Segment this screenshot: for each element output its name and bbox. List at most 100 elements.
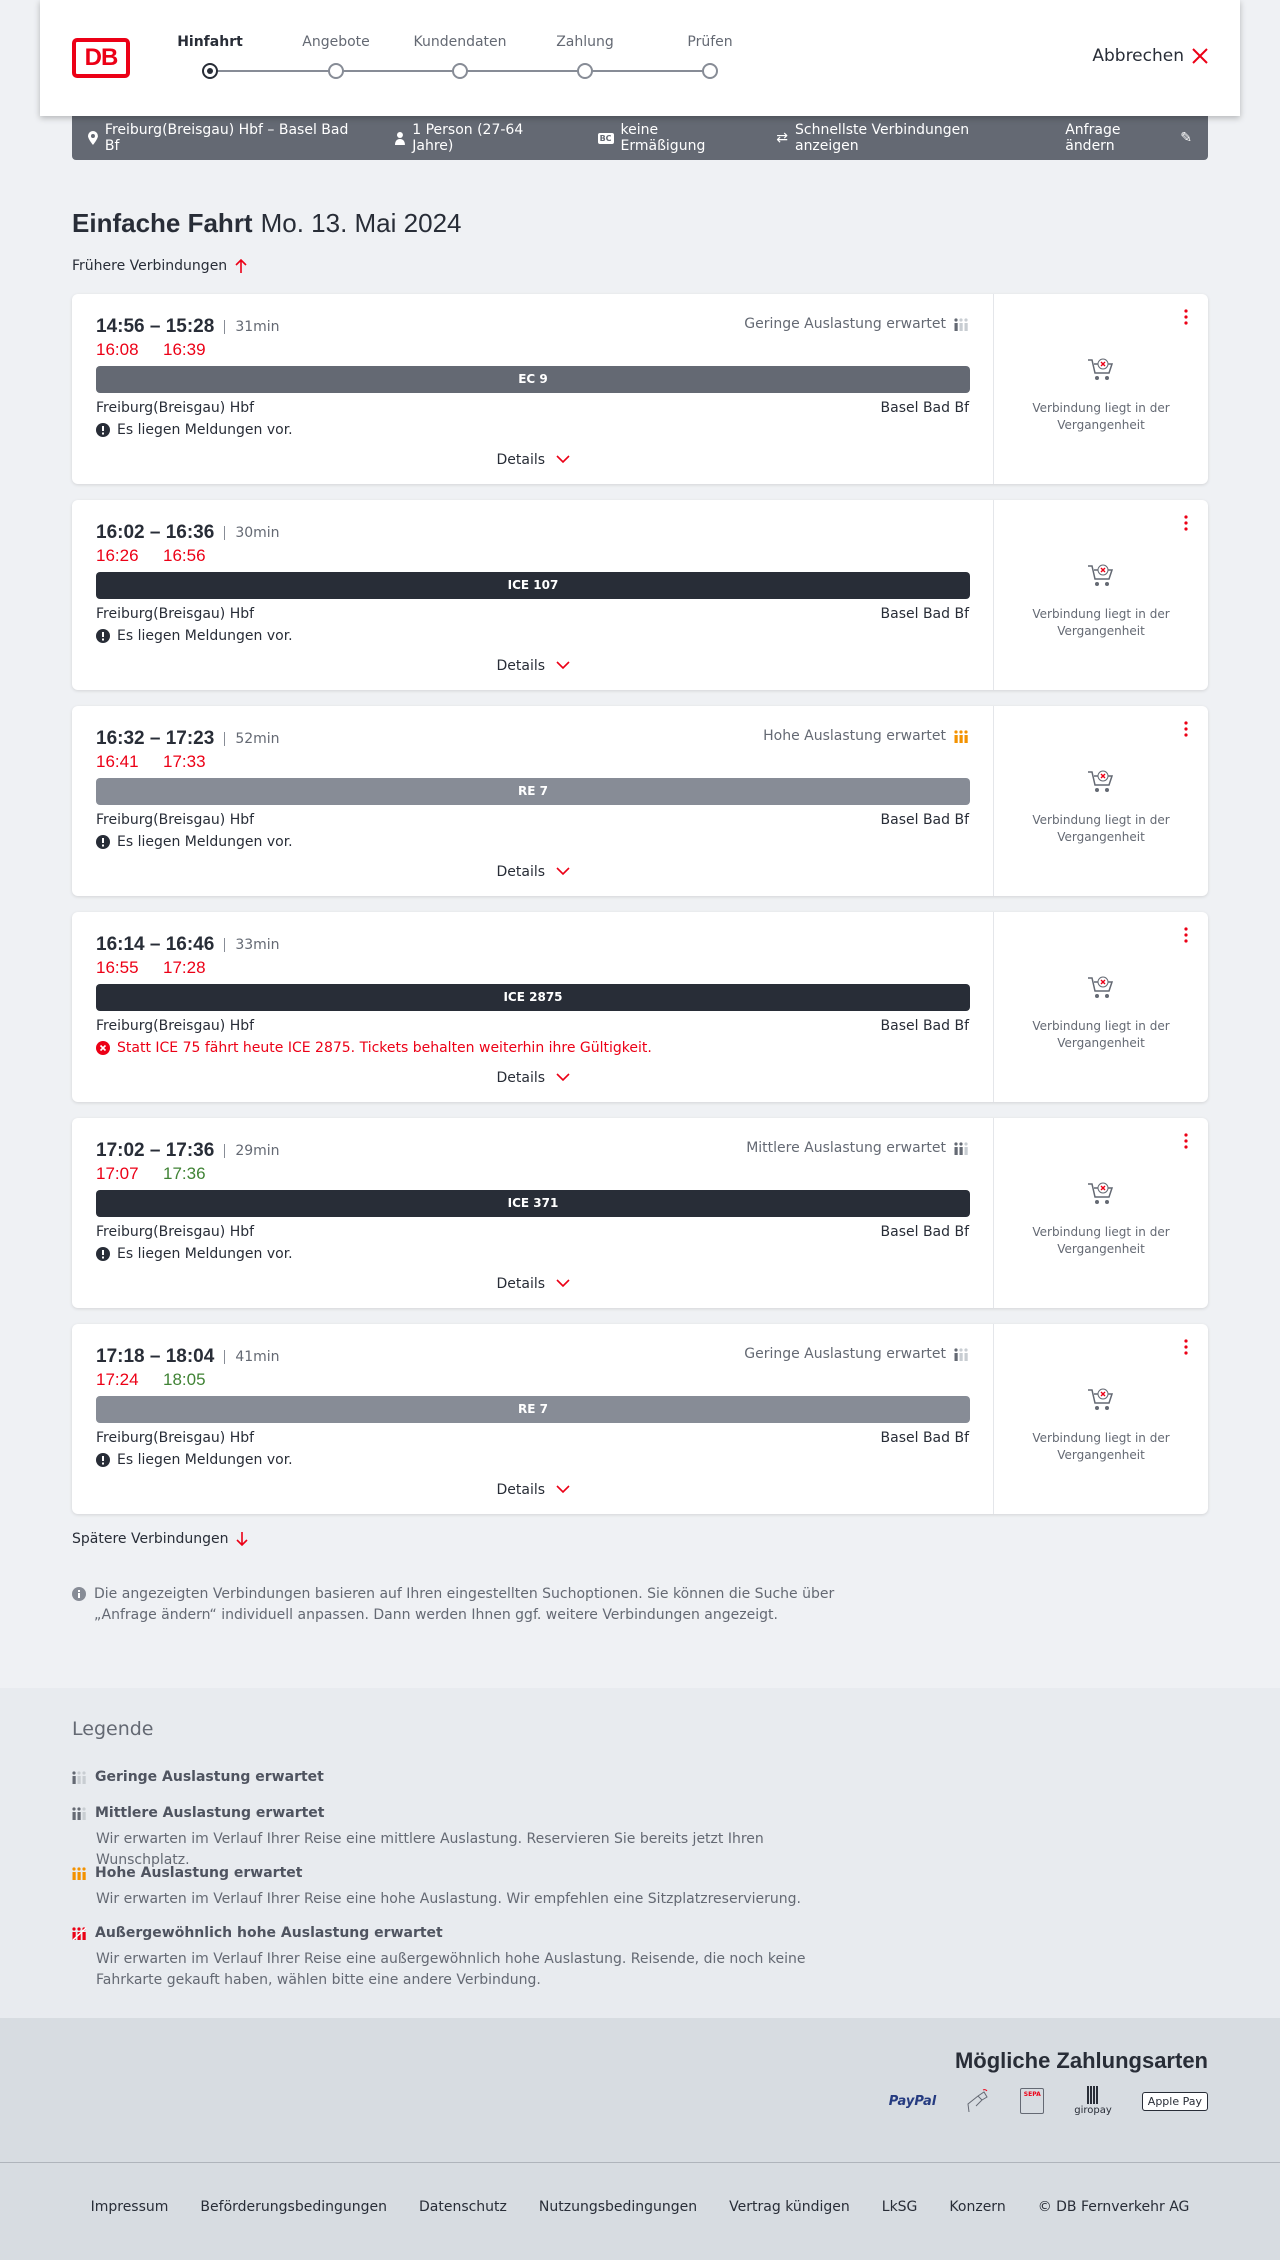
occupancy-very-high-icon xyxy=(72,1926,87,1940)
footer-link: © DB Fernverkehr AG xyxy=(1037,2199,1190,2215)
footer-link[interactable]: Nutzungsbedingungen xyxy=(538,2199,698,2215)
train-bar[interactable]: RE 7 xyxy=(96,1396,970,1423)
info-icon xyxy=(72,1587,86,1601)
train-bar[interactable]: ICE 107 xyxy=(96,572,970,599)
details-toggle[interactable]: Details xyxy=(72,1482,994,1498)
train-bar[interactable]: EC 9 xyxy=(96,366,970,393)
payment-methods: PayPal SEPA giropay Apple Pay xyxy=(889,2086,1208,2116)
footer-link[interactable]: Konzern xyxy=(949,2199,1006,2215)
realtime-arrival: 17:33 xyxy=(163,752,206,771)
duration: 31min xyxy=(224,320,280,334)
train-bar[interactable]: ICE 371 xyxy=(96,1190,970,1217)
details-toggle[interactable]: Details xyxy=(72,452,994,468)
occupancy-low-icon xyxy=(72,1770,86,1784)
step-indicator-2 xyxy=(452,63,468,79)
scheduled-times: 14:56 – 15:28 31min xyxy=(96,316,280,338)
legend-item-description: Wir erwarten im Verlauf Ihrer Reise eine… xyxy=(96,1951,806,1988)
route-text: Freiburg(Breisgau) Hbf – Basel Bad Bf xyxy=(104,122,349,154)
departure-station: Freiburg(Breisgau) Hbf xyxy=(96,400,255,416)
legend-title: Legende xyxy=(72,1718,154,1740)
time-range: 17:02 – 17:36 xyxy=(96,1140,215,1161)
occupancy-high-icon xyxy=(954,729,968,743)
warning-icon xyxy=(96,1247,110,1261)
more-options-icon[interactable] xyxy=(1180,720,1192,740)
connection-main: 16:14 – 16:46 33min 16:55 17:28 ICE 2875 … xyxy=(72,912,994,1102)
chevron-down-icon xyxy=(555,1279,570,1288)
scheduled-times: 16:32 – 17:23 52min xyxy=(96,728,280,750)
location-pin-icon xyxy=(88,131,98,145)
realtime-departure: 17:24 xyxy=(96,1370,139,1389)
warning-icon xyxy=(96,1453,110,1467)
swap-arrows-icon: ⇄ xyxy=(776,130,788,146)
edit-request-button[interactable]: Anfrage ändern ✎ xyxy=(1065,122,1192,154)
departure-station: Freiburg(Breisgau) Hbf xyxy=(96,812,255,828)
credit-card-contactless-icon xyxy=(967,2089,988,2113)
booking-panel: Verbindung liegt in der Vergangenheit xyxy=(994,294,1208,484)
more-options-icon[interactable] xyxy=(1180,1338,1192,1358)
more-options-icon[interactable] xyxy=(1180,1132,1192,1152)
sepa-icon: SEPA xyxy=(1020,2088,1045,2114)
realtime-departure: 17:07 xyxy=(96,1164,139,1183)
earlier-connections-link[interactable]: Frühere Verbindungen xyxy=(72,258,247,274)
realtime-departure: 16:26 xyxy=(96,546,139,565)
details-label: Details xyxy=(496,1482,546,1498)
step-indicator-0[interactable] xyxy=(202,63,218,79)
details-toggle[interactable]: Details xyxy=(72,1276,994,1292)
message-text: Statt ICE 75 fährt heute ICE 2875. Ticke… xyxy=(117,1040,652,1056)
legend-section: Legende Geringe Auslastung erwartet Mittl… xyxy=(0,1688,1280,2018)
message-text: Es liegen Meldungen vor. xyxy=(117,1452,293,1468)
legend-item-description: Wir erwarten im Verlauf Ihrer Reise eine… xyxy=(96,1891,801,1907)
legend-item-description: Wir erwarten im Verlauf Ihrer Reise eine… xyxy=(96,1831,764,1868)
bahncard-icon: BC xyxy=(597,132,614,144)
connection-status: Verbindung liegt in der Vergangenheit xyxy=(1032,1431,1170,1462)
details-toggle[interactable]: Details xyxy=(72,1070,994,1086)
connection-card: 16:32 – 17:23 52min 16:41 17:33 Hohe Ausl… xyxy=(72,706,1208,896)
apple-pay-icon: Apple Pay xyxy=(1141,2091,1208,2111)
arrival-station: Basel Bad Bf xyxy=(880,812,969,828)
legend-item-title: Außergewöhnlich hohe Auslastung erwartet xyxy=(95,1925,443,1941)
cart-unavailable-icon xyxy=(1088,1388,1114,1410)
message-text: Es liegen Meldungen vor. xyxy=(117,628,293,644)
occupancy-text: Mittlere Auslastung erwartet xyxy=(746,1140,946,1156)
occupancy-info: Geringe Auslastung erwartet xyxy=(744,316,969,332)
occupancy-low-icon xyxy=(954,317,968,331)
footer-link[interactable]: Impressum xyxy=(90,2199,169,2215)
footer-link[interactable]: LkSG xyxy=(881,2199,918,2215)
time-range: 16:02 – 16:36 xyxy=(96,522,215,543)
footer-link[interactable]: Vertrag kündigen xyxy=(729,2199,850,2215)
footer-links: Impressum Beförderungsbedingungen Datensch… xyxy=(0,2163,1280,2260)
cancel-button[interactable]: Abbrechen xyxy=(1092,46,1208,66)
booking-panel: Verbindung liegt in der Vergangenheit xyxy=(994,706,1208,896)
connection-main: 14:56 – 15:28 31min 16:08 16:39 Geringe A… xyxy=(72,294,994,484)
more-options-icon[interactable] xyxy=(1180,926,1192,946)
scheduled-times: 16:02 – 16:36 30min xyxy=(96,522,280,544)
paypal-logo: PayPal xyxy=(888,2093,937,2109)
later-connections-link[interactable]: Spätere Verbindungen xyxy=(72,1531,249,1547)
more-options-icon[interactable] xyxy=(1180,514,1192,534)
chevron-down-icon xyxy=(555,455,570,464)
connection-main: 16:02 – 16:36 30min 16:26 16:56 ICE 107 F… xyxy=(72,500,994,690)
details-toggle[interactable]: Details xyxy=(72,658,994,674)
search-summary-bar: Freiburg(Breisgau) Hbf – Basel Bad Bf 1 … xyxy=(72,116,1208,160)
db-logo[interactable]: DB xyxy=(72,38,130,78)
train-bar[interactable]: RE 7 xyxy=(96,778,970,805)
footer-link[interactable]: Beförderungsbedingungen xyxy=(200,2199,387,2215)
details-toggle[interactable]: Details xyxy=(72,864,994,880)
giropay-label: giropay xyxy=(1074,2105,1112,2116)
legend-item-title: Geringe Auslastung erwartet xyxy=(95,1769,324,1785)
time-range: 14:56 – 15:28 xyxy=(96,316,215,337)
connection-card: 16:02 – 16:36 30min 16:26 16:56 ICE 107 F… xyxy=(72,500,1208,690)
footer-link[interactable]: Datenschutz xyxy=(418,2199,507,2215)
connection-card: 17:18 – 18:04 41min 17:24 18:05 Geringe A… xyxy=(72,1324,1208,1514)
trip-date: Mo. 13. Mai 2024 xyxy=(260,208,462,238)
more-options-icon[interactable] xyxy=(1180,308,1192,328)
arrival-station: Basel Bad Bf xyxy=(880,1224,969,1240)
payment-section: Mögliche Zahlungsarten PayPal SEPA girop… xyxy=(0,2018,1280,2163)
train-bar[interactable]: ICE 2875 xyxy=(96,984,970,1011)
connection-card: 14:56 – 15:28 31min 16:08 16:39 Geringe A… xyxy=(72,294,1208,484)
cart-unavailable-icon xyxy=(1088,976,1114,998)
edit-label: Anfrage ändern xyxy=(1065,122,1121,154)
connection-main: 17:02 – 17:36 29min 17:07 17:36 Mittlere … xyxy=(72,1118,994,1308)
realtime-arrival: 16:39 xyxy=(163,340,206,359)
message-text: Es liegen Meldungen vor. xyxy=(117,422,293,438)
